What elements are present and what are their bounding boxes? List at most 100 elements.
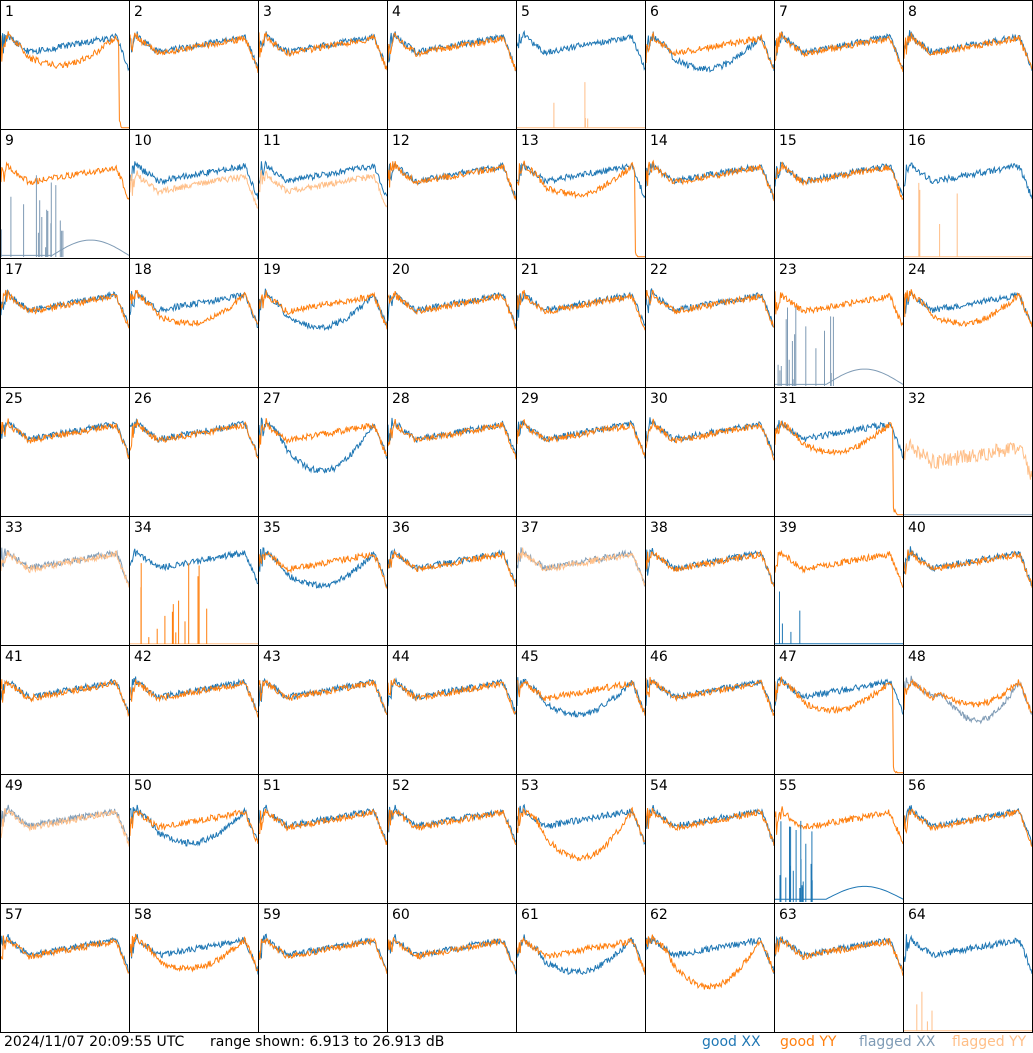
series-flagged-yy <box>516 547 646 587</box>
tile-label: 4 <box>392 4 401 20</box>
series-good-xx <box>387 804 517 845</box>
series-good-yy <box>129 32 259 73</box>
series-good-yy <box>387 809 517 846</box>
series-good-yy <box>774 161 904 201</box>
tile-border <box>387 0 517 130</box>
series-good-yy <box>0 31 129 129</box>
series-good-yy <box>387 32 517 71</box>
footer: 2024/11/07 20:09:55 UTC range shown: 6.9… <box>0 1033 1033 1053</box>
series-flagged-xx <box>0 547 130 588</box>
series-good-xx <box>516 934 646 976</box>
series-good-yy <box>645 807 775 846</box>
series-good-yy <box>516 160 645 258</box>
series-good-yy <box>645 549 775 587</box>
series-good-yy <box>774 30 904 73</box>
series-good-yy <box>774 549 904 588</box>
series-good-yy <box>903 32 1033 70</box>
series-good-yy <box>903 549 1033 588</box>
series-good-yy <box>258 551 388 589</box>
series-good-xx <box>775 885 904 900</box>
tile-label: 13 <box>521 133 539 149</box>
series-good-yy <box>774 420 903 516</box>
series-good-xx <box>387 31 517 72</box>
tile-label: 61 <box>521 907 539 923</box>
series-good-xx <box>774 31 904 68</box>
legend-flagged-yy: flagged YY <box>952 1034 1027 1050</box>
series-good-xx <box>903 162 1033 199</box>
tile-label: 30 <box>650 391 668 407</box>
tile-border <box>516 0 646 130</box>
series-good-xx <box>645 547 775 585</box>
series-good-yy <box>645 934 775 990</box>
series-flagged-yy <box>129 170 259 209</box>
series-good-yy <box>387 161 517 201</box>
tile-label: 27 <box>263 391 281 407</box>
tile-label: 16 <box>908 133 926 149</box>
spikes-yy <box>553 82 589 128</box>
series-good-yy <box>387 290 517 331</box>
series-good-yy <box>129 679 259 718</box>
series-good-yy <box>0 161 130 200</box>
series-flagged-xx <box>903 675 1033 725</box>
tile-label: 5 <box>521 4 530 20</box>
tile-label: 25 <box>5 391 23 407</box>
series-flagged-yy <box>0 808 130 847</box>
spikes-yy <box>918 182 958 257</box>
spikes-xx <box>779 591 801 644</box>
series-good-yy <box>516 289 646 331</box>
series-good-xx <box>387 934 517 975</box>
series-good-xx <box>903 546 1033 586</box>
tile-label: 52 <box>392 778 410 794</box>
tile-label: 53 <box>521 778 539 794</box>
tile-label: 57 <box>5 907 23 923</box>
spikes-yy <box>140 563 208 644</box>
tile-label: 9 <box>5 133 14 149</box>
tile-label: 23 <box>779 262 797 278</box>
series-good-yy <box>516 806 646 862</box>
tile-label: 7 <box>779 4 788 20</box>
tile-label: 1 <box>5 4 14 20</box>
tile-label: 3 <box>263 4 272 20</box>
tile-label: 45 <box>521 649 539 665</box>
series-good-xx <box>129 161 259 200</box>
series-good-yy <box>903 678 1033 713</box>
tile-label: 17 <box>5 262 23 278</box>
series-good-yy <box>387 937 517 972</box>
series-good-yy <box>258 937 388 975</box>
series-good-xx <box>645 31 775 73</box>
series-good-xx <box>129 548 259 585</box>
series-good-xx <box>129 31 259 72</box>
legend-flagged-xx: flagged XX <box>859 1034 936 1050</box>
series-good-xx <box>774 420 904 459</box>
tile-label: 41 <box>5 649 23 665</box>
spikes-flagged-xx <box>777 307 834 386</box>
tile-label: 29 <box>521 391 539 407</box>
series-good-xx <box>0 934 130 974</box>
series-good-xx <box>129 417 259 457</box>
tile-label: 64 <box>908 907 926 923</box>
series-good-yy <box>258 418 388 457</box>
series-good-yy <box>387 550 517 587</box>
series-good-xx <box>903 934 1033 974</box>
tile-label: 32 <box>908 391 926 407</box>
legend-good-xx: good XX <box>702 1034 761 1050</box>
series-good-yy <box>387 418 517 460</box>
series-good-xx <box>903 30 1033 71</box>
tile-label: 11 <box>263 133 281 149</box>
tile-border <box>0 129 130 259</box>
series-good-xx <box>645 679 775 713</box>
series-good-xx <box>645 936 775 975</box>
tile-label: 34 <box>134 520 152 536</box>
tile-label: 28 <box>392 391 410 407</box>
series-good-yy <box>645 676 775 716</box>
tile-border <box>645 0 775 130</box>
tile-border <box>258 0 388 130</box>
series-good-xx <box>387 677 517 715</box>
tile-border <box>129 0 259 130</box>
series-good-xx <box>516 162 646 199</box>
tile-label: 15 <box>779 133 797 149</box>
series-good-xx <box>645 288 775 328</box>
tile-label: 49 <box>5 778 23 794</box>
tile-label: 44 <box>392 649 410 665</box>
series-good-xx <box>516 419 646 459</box>
